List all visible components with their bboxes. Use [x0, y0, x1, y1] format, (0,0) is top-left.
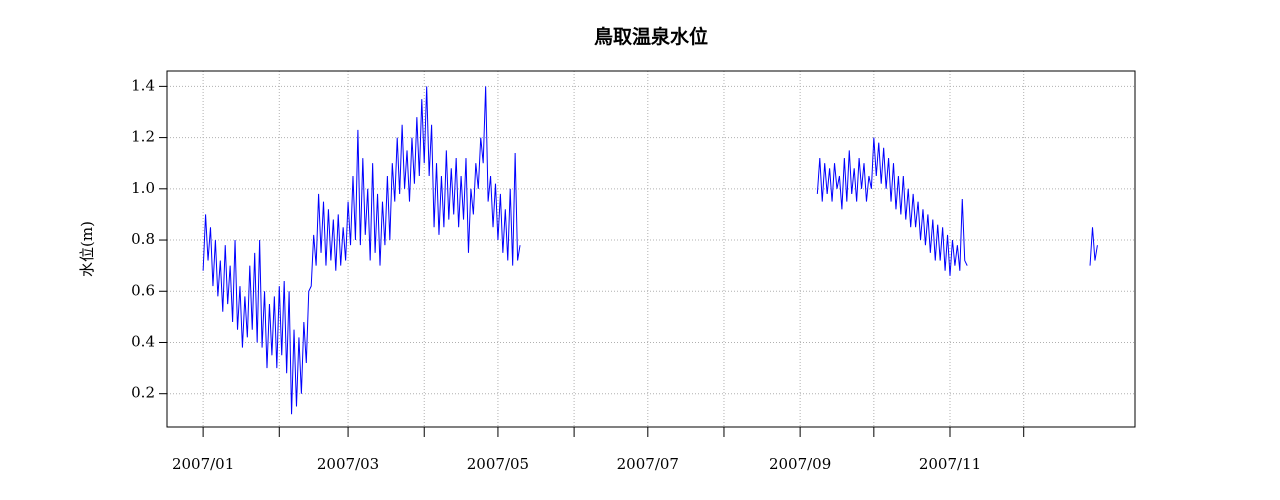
y-tick-label: 1.4 [131, 76, 155, 94]
x-tick-label: 2007/07 [617, 455, 679, 473]
chart-title: 鳥取温泉水位 [594, 25, 708, 48]
y-tick-label: 1.0 [131, 179, 155, 197]
y-tick-label: 1.2 [131, 128, 155, 146]
data-line [202, 86, 1098, 415]
x-tick-label: 2007/01 [172, 455, 234, 473]
y-tick-label: 0.8 [131, 230, 155, 248]
x-tick-label: 2007/11 [919, 455, 981, 473]
y-tick-label: 0.2 [131, 384, 155, 402]
x-tick-label: 2007/05 [467, 455, 529, 473]
x-tick-label: 2007/03 [317, 455, 379, 473]
x-tick-label: 2007/09 [769, 455, 831, 473]
plot-frame [166, 70, 1136, 428]
y-tick-label: 0.6 [131, 281, 155, 299]
y-axis-label: 水位(m) [78, 221, 96, 277]
y-tick-label: 0.4 [131, 332, 155, 350]
